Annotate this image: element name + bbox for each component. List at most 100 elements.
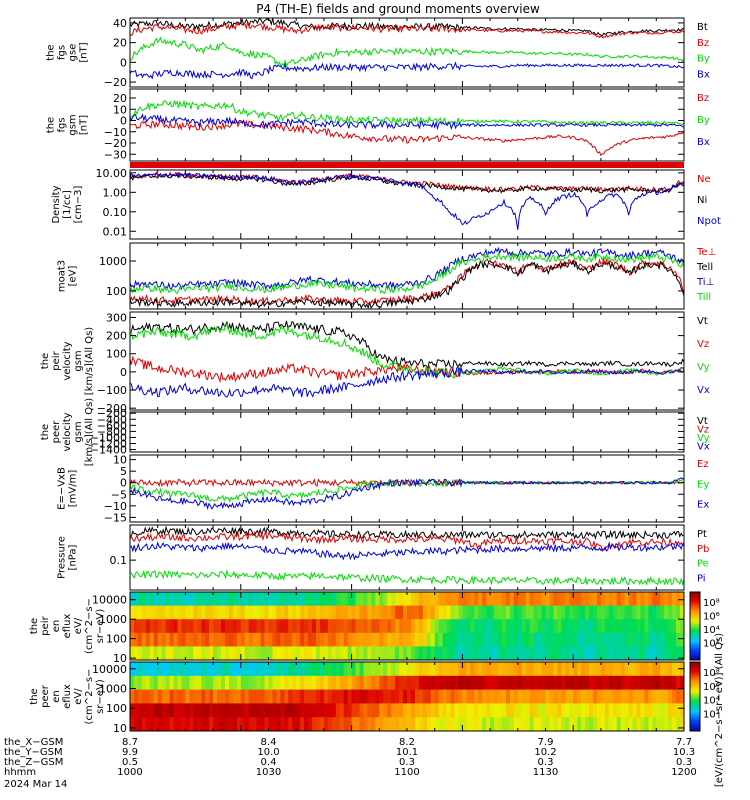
heatmap-cell [573, 632, 578, 647]
heatmap-cell [648, 632, 653, 647]
heatmap-cell [561, 689, 566, 704]
heatmap-cell [608, 689, 614, 704]
heatmap-cell [264, 662, 269, 677]
heatmap-cell [553, 717, 558, 731]
heatmap-cell [410, 703, 416, 718]
heatmap-cell [430, 703, 436, 718]
heatmap-cell [169, 703, 174, 718]
heatmap-cell [284, 689, 289, 704]
heatmap-cell [624, 717, 629, 731]
y-axis-label: Pressure [57, 536, 68, 579]
heatmap-cell [494, 675, 499, 690]
heatmap-cell [351, 632, 356, 647]
heatmap-cell [466, 619, 471, 634]
heatmap-cell [407, 592, 412, 606]
heatmap-cell [240, 646, 246, 660]
heatmap-cell [407, 675, 412, 690]
heatmap-cell [296, 717, 301, 731]
heatmap-cell [387, 662, 392, 677]
heatmap-cell [205, 675, 210, 690]
colorbar-tick-label: 10⁸ [703, 598, 720, 609]
heatmap-cell [656, 619, 661, 634]
y-axis-label: eflux [62, 684, 73, 709]
colorbar-cell [690, 634, 700, 637]
heatmap-cell [549, 632, 554, 647]
heatmap-cell [545, 689, 550, 704]
heatmap-cell [209, 619, 214, 634]
heatmap-cell [228, 632, 234, 647]
heatmap-cell [505, 592, 511, 606]
heatmap-cell [604, 675, 610, 690]
tick-label: −1200 [90, 438, 127, 451]
heatmap-cell [517, 703, 523, 718]
heatmap-cell [339, 662, 345, 677]
tick-label: 1000 [99, 613, 127, 626]
heatmap-cell [573, 605, 578, 620]
colorbar-cell [690, 689, 700, 692]
colorbar-cell [690, 718, 700, 722]
heatmap-cell [672, 646, 677, 660]
heatmap-cell [272, 717, 277, 731]
heatmap-cell [596, 646, 602, 660]
heatmap-cell [434, 717, 440, 731]
heatmap-cell [185, 703, 190, 718]
heatmap-cell [672, 717, 677, 731]
heatmap-cell [585, 675, 590, 690]
heatmap-cell [153, 675, 159, 690]
heatmap-cell [569, 605, 574, 620]
heatmap-cell [573, 619, 578, 634]
colorbar-cell [690, 700, 700, 703]
colorbar-cell [690, 639, 700, 642]
heatmap-cell [284, 619, 289, 634]
heatmap-cell [173, 632, 178, 647]
heatmap-cell [323, 605, 329, 620]
heatmap-cell [426, 703, 432, 718]
colorbar-cell [690, 708, 700, 711]
heatmap-cell [470, 703, 475, 718]
colorbar-cell [690, 694, 700, 697]
y-axis-label: en [51, 620, 62, 633]
heatmap-cell [133, 703, 139, 718]
heatmap-cell [636, 717, 641, 731]
heatmap-cell [486, 632, 491, 647]
heatmap-cell [486, 592, 491, 606]
heatmap-cell [529, 717, 535, 731]
heatmap-cell [236, 632, 242, 647]
heatmap-cell [185, 675, 190, 690]
heatmap-cell [577, 662, 582, 677]
heatmap-cell [470, 632, 475, 647]
heatmap-cell [513, 632, 519, 647]
heatmap-cell [430, 632, 436, 647]
heatmap-cell [355, 646, 360, 660]
heatmap-cell [612, 619, 618, 634]
heatmap-cell [656, 646, 661, 660]
heatmap-cell [442, 619, 447, 634]
heatmap-cell [529, 605, 535, 620]
heatmap-cell [284, 605, 289, 620]
heatmap-cell [521, 619, 527, 634]
heatmap-cell [426, 592, 432, 606]
heatmap-cell [422, 675, 428, 690]
heatmap-cell [292, 619, 297, 634]
heatmap-cell [664, 646, 669, 660]
series-line-Ey [130, 478, 684, 503]
heatmap-cell [632, 646, 637, 660]
heatmap-cell [185, 619, 190, 634]
heatmap-cell [656, 717, 661, 731]
heatmap-cell [585, 703, 590, 718]
heatmap-cell [130, 675, 135, 690]
heatmap-cell [672, 703, 677, 718]
heatmap-cell [422, 605, 428, 620]
heatmap-cell [339, 605, 345, 620]
heatmap-cell [240, 717, 246, 731]
heatmap-cell [201, 717, 206, 731]
colorbar-cell [690, 598, 700, 601]
heatmap-cell [470, 605, 475, 620]
heatmap-cell [371, 646, 376, 660]
heatmap-cell [434, 689, 440, 704]
heatmap-cell [323, 646, 329, 660]
heatmap-cell [264, 646, 269, 660]
heatmap-cell [351, 592, 356, 606]
heatmap-cell [327, 632, 333, 647]
